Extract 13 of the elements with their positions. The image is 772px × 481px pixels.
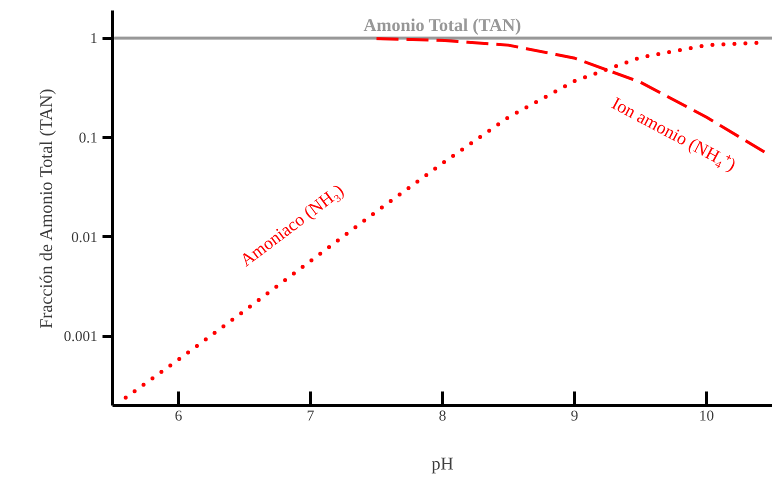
- x-tick-label: 7: [306, 408, 315, 424]
- series-label: Amonio Total (TAN): [363, 15, 522, 36]
- y-tick-label: 0.01: [71, 230, 98, 246]
- y-tick-label: 0.001: [64, 329, 98, 346]
- x-tick-label: 10: [699, 408, 714, 424]
- y-tick-label: 0.1: [78, 130, 98, 146]
- x-tick-label: 8: [438, 408, 446, 424]
- y-axis-title: Fracción de Amonio Total (TAN): [36, 88, 56, 329]
- line-series: [124, 40, 762, 400]
- y-tick-label: 1: [90, 31, 98, 48]
- x-tick-label: 6: [174, 408, 183, 424]
- x-axis-title: pH: [432, 454, 454, 474]
- x-tick-label: 9: [570, 408, 578, 424]
